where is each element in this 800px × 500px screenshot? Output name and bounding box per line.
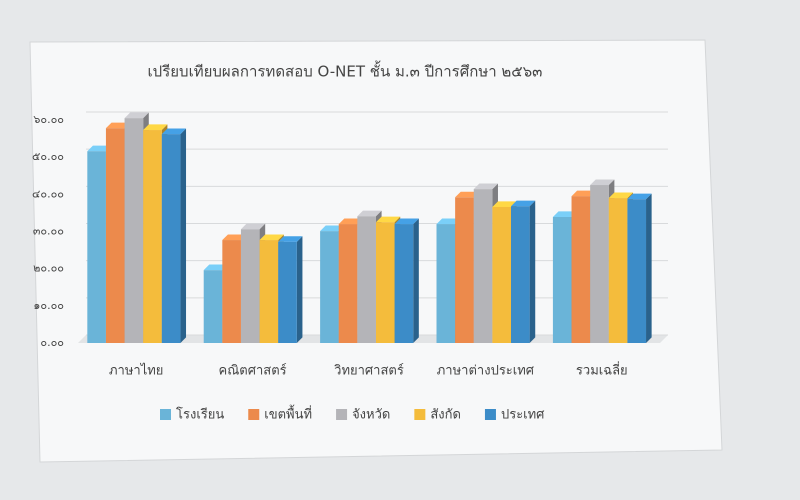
bar-front xyxy=(436,224,456,343)
bar-top xyxy=(278,236,303,242)
bar-front xyxy=(124,118,144,344)
bar-top xyxy=(259,234,284,241)
chart-title: เปรียบเทียบผลการทดสอบ O-NET ชั้น ม.๓ ปีก… xyxy=(148,61,543,81)
bar-front xyxy=(338,224,358,343)
bar-front xyxy=(143,130,162,343)
x-tick-label: วิทยาศาสตร์ xyxy=(333,363,403,379)
legend-swatch xyxy=(336,409,348,420)
y-tick-label: ๖๐.๐๐ xyxy=(33,113,64,126)
bar-top xyxy=(473,183,498,190)
bar-top xyxy=(357,210,382,217)
bar-front xyxy=(552,217,572,343)
y-tick-label: ๕๐.๐๐ xyxy=(32,150,64,163)
bar-side xyxy=(413,218,419,343)
bar-top xyxy=(552,211,578,218)
legend-swatch xyxy=(414,409,426,420)
legend-label: ประเทศ xyxy=(501,408,545,423)
bar-side xyxy=(529,200,536,343)
bar-front xyxy=(278,241,297,343)
bar-front xyxy=(161,134,181,343)
bar-front xyxy=(259,240,279,343)
bar-side xyxy=(646,193,652,343)
bar-front xyxy=(222,240,241,343)
bar-front xyxy=(203,270,223,343)
bar-top xyxy=(511,200,536,207)
bar-front xyxy=(240,229,260,343)
bar-top xyxy=(338,218,363,225)
bar-top xyxy=(203,264,228,271)
bar-front xyxy=(87,151,106,343)
y-tick-label: ๒๐.๐๐ xyxy=(33,262,64,275)
bar-side xyxy=(180,128,187,343)
bar-top xyxy=(394,218,419,225)
bar xyxy=(278,236,303,343)
bar-front xyxy=(571,196,591,343)
bar-front xyxy=(455,197,474,343)
bar-front xyxy=(492,206,512,343)
bar-top xyxy=(105,122,131,129)
legend-swatch xyxy=(248,409,260,420)
bar xyxy=(511,200,536,343)
legend-label: จังหวัด xyxy=(352,408,390,423)
x-tick-label: ภาษาไทย xyxy=(109,363,163,379)
bar-top xyxy=(87,145,112,152)
bar-top xyxy=(436,218,461,225)
bar xyxy=(161,128,187,343)
bar-front xyxy=(394,224,414,343)
bar-top xyxy=(240,223,266,230)
bar xyxy=(627,193,652,343)
bar-front xyxy=(105,128,125,343)
y-tick-label: ๑๐.๐๐ xyxy=(33,299,64,312)
bar-front xyxy=(590,185,609,343)
bar-top xyxy=(320,225,345,232)
bar-front xyxy=(375,222,395,343)
bar-front xyxy=(357,216,376,343)
legend-label: เขตพื้นที่ xyxy=(264,405,312,423)
bar-top xyxy=(375,216,401,223)
legend-swatch xyxy=(160,409,171,420)
bar-side xyxy=(296,236,303,343)
legend-swatch xyxy=(484,409,496,420)
bar-front xyxy=(627,199,647,343)
bar-top xyxy=(571,190,596,197)
bar-top xyxy=(161,128,187,135)
x-tick-label: ภาษาต่างประเทศ xyxy=(437,364,535,379)
bar-front xyxy=(511,206,530,343)
bar xyxy=(394,218,419,343)
legend-label: โรงเรียน xyxy=(176,407,224,423)
bar-top xyxy=(627,193,652,200)
y-tick-label: ๔๐.๐๐ xyxy=(32,187,64,200)
x-tick-label: รวมเฉลี่ย xyxy=(576,362,628,379)
bar-top xyxy=(590,179,615,186)
legend-label: สังกัด xyxy=(430,408,461,423)
y-tick-label: ๐.๐๐ xyxy=(40,336,64,349)
bar-top xyxy=(455,191,480,198)
bar-top xyxy=(143,124,168,131)
bar-top xyxy=(222,234,247,241)
y-tick-label: ๓๐.๐๐ xyxy=(33,225,64,238)
bar-front xyxy=(608,198,628,343)
bar-top xyxy=(608,192,634,199)
bar-top xyxy=(492,201,517,207)
bar-top xyxy=(124,112,149,119)
x-tick-label: คณิตศาสตร์ xyxy=(219,363,287,379)
bar-front xyxy=(473,189,493,343)
bar-front xyxy=(320,231,339,343)
